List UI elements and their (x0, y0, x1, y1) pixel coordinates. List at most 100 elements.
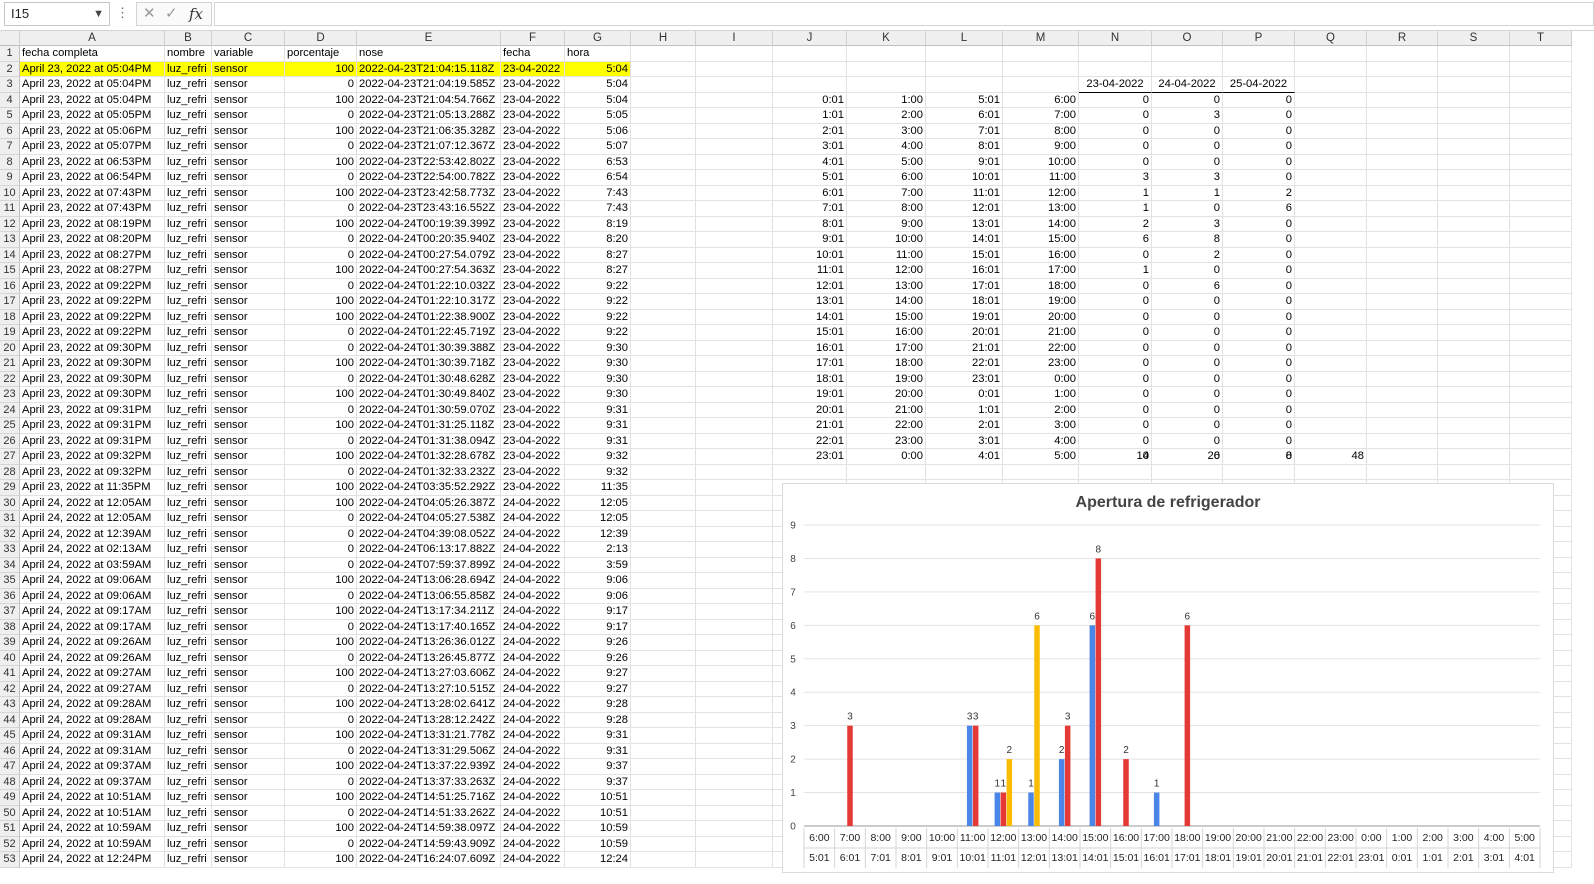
data-cell[interactable]: 0 (285, 836, 357, 852)
row-header[interactable]: 6 (0, 123, 20, 139)
cell[interactable] (631, 139, 696, 155)
summary-cell[interactable]: 0 (1152, 294, 1223, 310)
summary-cell[interactable]: 22:01 (926, 356, 1003, 372)
cell[interactable] (1510, 46, 1572, 62)
row-header[interactable]: 50 (0, 805, 20, 821)
data-cell[interactable]: 2022-04-23T22:53:42.802Z (357, 154, 501, 170)
summary-cell[interactable]: 0 (1152, 402, 1223, 418)
data-cell[interactable]: 100 (285, 92, 357, 108)
summary-cell[interactable]: 1:01 (926, 402, 1003, 418)
data-cell[interactable]: 23-04-2022 (501, 139, 565, 155)
data-cell[interactable]: 2022-04-24T01:30:49.840Z (357, 387, 501, 403)
row-header[interactable]: 53 (0, 852, 20, 868)
data-cell[interactable]: 23-04-2022 (501, 449, 565, 465)
summary-cell[interactable]: 9:00 (1003, 139, 1079, 155)
cell[interactable] (1367, 309, 1438, 325)
data-cell[interactable]: sensor (212, 604, 285, 620)
cell[interactable] (696, 743, 773, 759)
data-cell[interactable]: luz_refri (165, 697, 212, 713)
cell[interactable] (1438, 464, 1510, 480)
cell[interactable] (696, 309, 773, 325)
cell[interactable] (1003, 46, 1079, 62)
data-cell[interactable]: 2022-04-23T21:05:13.288Z (357, 108, 501, 124)
summary-cell[interactable]: 4:00 (1003, 433, 1079, 449)
summary-cell[interactable]: 9:01 (773, 232, 847, 248)
data-cell[interactable]: 24-04-2022 (501, 728, 565, 744)
data-cell[interactable]: 12:05 (565, 495, 631, 511)
data-cell[interactable]: 24-04-2022 (501, 852, 565, 868)
data-cell[interactable]: April 23, 2022 at 08:19PM (20, 216, 165, 232)
cell[interactable] (631, 821, 696, 837)
data-cell[interactable]: luz_refri (165, 170, 212, 186)
data-cell[interactable]: 2022-04-23T23:43:16.552Z (357, 201, 501, 217)
data-cell[interactable]: luz_refri (165, 232, 212, 248)
cell[interactable] (1438, 325, 1510, 341)
summary-cell[interactable]: 0 (1079, 387, 1152, 403)
summary-cell[interactable]: 17:01 (926, 278, 1003, 294)
row-header[interactable]: 24 (0, 402, 20, 418)
cell[interactable] (1438, 309, 1510, 325)
cell[interactable] (773, 46, 847, 62)
cell[interactable] (1295, 464, 1367, 480)
data-cell[interactable]: 2022-04-23T21:07:12.367Z (357, 139, 501, 155)
data-cell[interactable]: 2022-04-24T00:20:35.940Z (357, 232, 501, 248)
column-header-t[interactable]: T (1510, 31, 1572, 46)
summary-cell[interactable]: 0 (1223, 170, 1295, 186)
cell[interactable] (1438, 216, 1510, 232)
cell[interactable] (1438, 232, 1510, 248)
data-cell[interactable]: 2022-04-24T13:26:36.012Z (357, 635, 501, 651)
row-header[interactable]: 35 (0, 573, 20, 589)
summary-cell[interactable]: 0 (1223, 263, 1295, 279)
cell[interactable] (1295, 123, 1367, 139)
row-header[interactable]: 44 (0, 712, 20, 728)
summary-cell[interactable]: 15:00 (1003, 232, 1079, 248)
data-cell[interactable]: luz_refri (165, 418, 212, 434)
column-label[interactable]: fecha (501, 46, 565, 62)
cell[interactable] (631, 449, 696, 465)
data-cell[interactable]: 2022-04-24T14:59:43.909Z (357, 836, 501, 852)
data-cell[interactable]: April 24, 2022 at 09:37AM (20, 759, 165, 775)
cell[interactable] (1367, 92, 1438, 108)
row-header[interactable]: 4 (0, 92, 20, 108)
data-cell[interactable]: 2022-04-24T01:32:33.232Z (357, 464, 501, 480)
data-cell[interactable]: April 23, 2022 at 05:07PM (20, 139, 165, 155)
data-cell[interactable]: sensor (212, 340, 285, 356)
summary-cell[interactable]: 3:01 (926, 433, 1003, 449)
row-header[interactable]: 10 (0, 185, 20, 201)
data-cell[interactable]: 5:04 (565, 61, 631, 77)
summary-date-header[interactable]: 24-04-2022 (1152, 77, 1223, 93)
data-cell[interactable]: 9:28 (565, 697, 631, 713)
summary-cell[interactable]: 11:00 (847, 247, 926, 263)
data-cell[interactable]: 0 (285, 712, 357, 728)
row-header[interactable]: 21 (0, 356, 20, 372)
data-cell[interactable]: 100 (285, 666, 357, 682)
data-cell[interactable]: 24-04-2022 (501, 681, 565, 697)
cell[interactable] (696, 666, 773, 682)
data-cell[interactable]: 24-04-2022 (501, 821, 565, 837)
data-cell[interactable]: sensor (212, 635, 285, 651)
summary-cell[interactable]: 2:01 (773, 123, 847, 139)
data-cell[interactable]: April 23, 2022 at 06:54PM (20, 170, 165, 186)
summary-cell[interactable]: 18:00 (847, 356, 926, 372)
column-header-s[interactable]: S (1438, 31, 1510, 46)
cell[interactable] (1510, 356, 1572, 372)
data-cell[interactable]: sensor (212, 108, 285, 124)
data-cell[interactable]: April 23, 2022 at 07:43PM (20, 185, 165, 201)
cell[interactable] (631, 247, 696, 263)
cell[interactable] (696, 433, 773, 449)
column-label[interactable]: hora (565, 46, 631, 62)
cell[interactable] (1367, 201, 1438, 217)
cell[interactable] (1438, 387, 1510, 403)
data-cell[interactable]: 100 (285, 356, 357, 372)
data-cell[interactable]: sensor (212, 232, 285, 248)
cell[interactable] (773, 61, 847, 77)
data-cell[interactable]: 9:31 (565, 728, 631, 744)
summary-cell[interactable]: 0 (1223, 325, 1295, 341)
data-cell[interactable]: 2022-04-23T21:04:19.585Z (357, 77, 501, 93)
cell[interactable] (1510, 294, 1572, 310)
data-cell[interactable]: 9:30 (565, 371, 631, 387)
formula-input[interactable] (214, 2, 1594, 26)
cell[interactable] (631, 805, 696, 821)
data-cell[interactable]: April 24, 2022 at 09:27AM (20, 681, 165, 697)
cell[interactable] (696, 697, 773, 713)
